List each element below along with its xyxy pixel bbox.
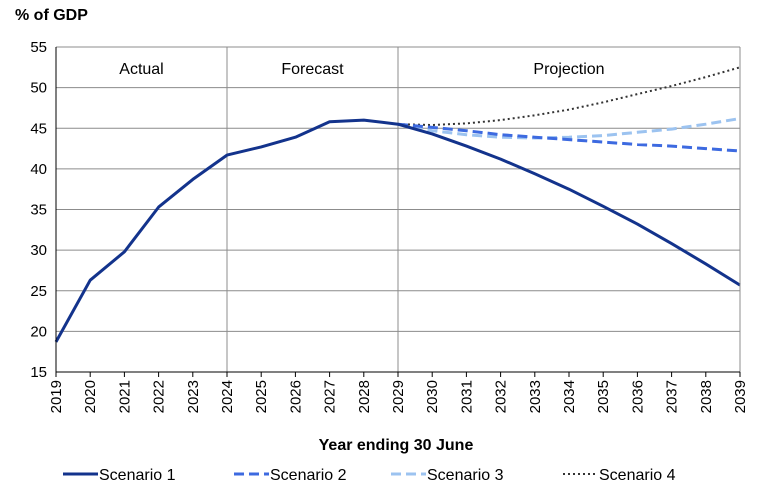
y-tick-label: 25 — [30, 283, 47, 300]
x-tick-label: 2039 — [732, 380, 749, 413]
region-label: Actual — [119, 61, 163, 78]
legend-label: Scenario 1 — [99, 467, 176, 484]
legend-label: Scenario 2 — [270, 467, 347, 484]
legend-label: Scenario 4 — [599, 467, 676, 484]
region-labels: Actual Forecast Projection — [119, 61, 604, 78]
axes — [55, 46, 741, 377]
y-tick-label: 35 — [30, 202, 47, 219]
y-tick-label: 50 — [30, 80, 47, 97]
series-lines — [54, 66, 741, 343]
y-axis-title: % of GDP — [15, 7, 88, 24]
y-tick-label: 15 — [30, 364, 47, 381]
series-line — [397, 117, 741, 140]
x-tick-label: 2035 — [595, 380, 612, 413]
x-tick-label: 2030 — [424, 380, 441, 413]
x-axis-title: Year ending 30 June — [319, 437, 474, 454]
series-line — [54, 118, 741, 343]
x-tick-label: 2023 — [185, 380, 202, 413]
x-tick-label: 2033 — [527, 380, 544, 413]
series-line — [397, 122, 741, 153]
x-tick-label: 2031 — [458, 380, 475, 413]
y-tick-label: 45 — [30, 120, 47, 137]
x-tick-label: 2036 — [629, 380, 646, 413]
y-tick-labels: 15 20 25 30 35 40 45 50 55 — [30, 39, 47, 381]
y-tick-label: 55 — [30, 39, 47, 56]
x-tick-label: 2038 — [698, 380, 715, 413]
legend: Scenario 1 Scenario 2 Scenario 3 Scenario 4 — [63, 467, 676, 484]
y-tick-label: 20 — [30, 323, 47, 340]
legend-label: Scenario 3 — [427, 467, 504, 484]
x-tick-label: 2026 — [287, 380, 304, 413]
x-tick-labels: 2019 2020 2021 2022 2023 2024 2025 2026 2027 2028… — [48, 380, 749, 413]
x-tick-label: 2024 — [219, 380, 236, 413]
region-label: Projection — [533, 61, 604, 78]
x-tick-label: 2034 — [561, 380, 578, 413]
x-tick-label: 2019 — [48, 380, 65, 413]
x-tick-label: 2032 — [493, 380, 510, 413]
x-tick-label: 2037 — [664, 380, 681, 413]
x-tick-label: 2021 — [116, 380, 133, 413]
region-label: Forecast — [281, 61, 344, 78]
x-tick-label: 2028 — [356, 380, 373, 413]
x-tick-label: 2029 — [390, 380, 407, 413]
y-tick-label: 30 — [30, 242, 47, 259]
x-tick-label: 2027 — [322, 380, 339, 413]
region-dividers — [226, 47, 399, 372]
x-tick-label: 2025 — [253, 380, 270, 413]
x-tick-label: 2020 — [82, 380, 99, 413]
y-tick-label: 40 — [30, 161, 47, 178]
x-tick-label: 2022 — [151, 380, 168, 413]
